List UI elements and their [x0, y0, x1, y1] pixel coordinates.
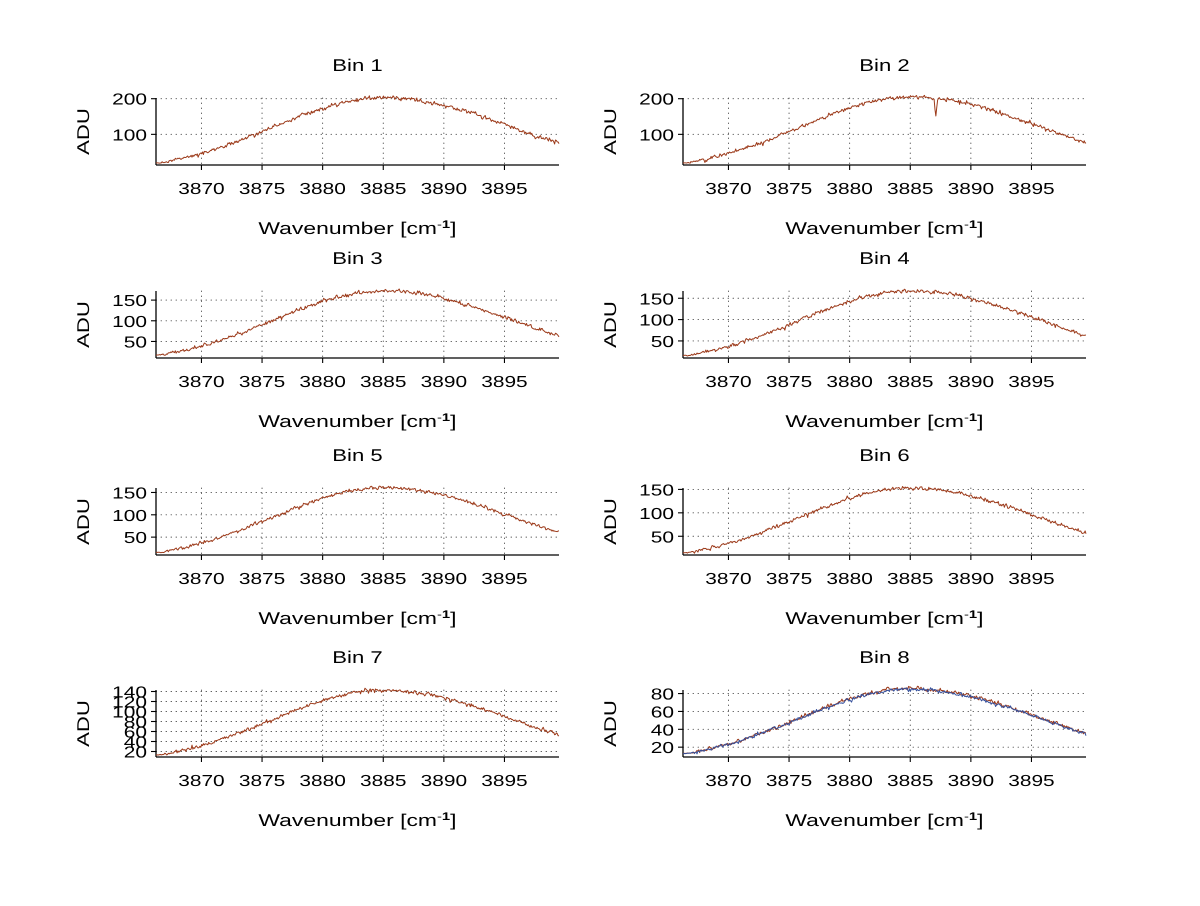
svg-text:3885: 3885: [360, 773, 407, 790]
svg-text:140: 140: [112, 685, 147, 702]
svg-text:ADU: ADU: [74, 108, 93, 155]
svg-text:3880: 3880: [299, 181, 346, 198]
svg-text:3870: 3870: [705, 374, 752, 391]
svg-text:100: 100: [112, 508, 147, 525]
svg-text:3870: 3870: [178, 181, 225, 198]
svg-text:3870: 3870: [178, 571, 225, 588]
svg-text:3890: 3890: [948, 571, 995, 588]
svg-text:Bin 1: Bin 1: [332, 56, 382, 75]
svg-text:Wavenumber [cm-1]: Wavenumber [cm -1]: [258, 609, 456, 628]
svg-text:3875: 3875: [239, 773, 286, 790]
svg-text:Bin 7: Bin 7: [332, 648, 382, 667]
svg-text:Wavenumber [cm-1]: Wavenumber [cm -1]: [258, 811, 456, 830]
svg-text:3875: 3875: [766, 374, 813, 391]
svg-text:3875: 3875: [239, 374, 286, 391]
svg-text:3885: 3885: [887, 571, 934, 588]
svg-text:100: 100: [112, 127, 147, 144]
svg-text:3895: 3895: [1008, 571, 1055, 588]
svg-text:60: 60: [651, 704, 674, 721]
svg-text:3885: 3885: [360, 571, 407, 588]
svg-text:Bin 2: Bin 2: [859, 56, 909, 75]
svg-text:3870: 3870: [705, 571, 752, 588]
svg-text:3885: 3885: [887, 181, 934, 198]
svg-text:3875: 3875: [239, 181, 286, 198]
svg-text:ADU: ADU: [74, 700, 93, 747]
svg-text:100: 100: [639, 313, 674, 330]
svg-text:3895: 3895: [481, 181, 528, 198]
svg-text:3890: 3890: [948, 374, 995, 391]
svg-text:20: 20: [651, 740, 674, 757]
svg-text:3880: 3880: [299, 571, 346, 588]
svg-text:Bin 6: Bin 6: [859, 446, 909, 465]
svg-text:ADU: ADU: [74, 498, 93, 545]
svg-text:3870: 3870: [178, 374, 225, 391]
svg-text:ADU: ADU: [601, 498, 620, 545]
svg-text:Wavenumber [cm-1]: Wavenumber [cm -1]: [258, 412, 456, 431]
svg-text:ADU: ADU: [74, 301, 93, 348]
svg-text:100: 100: [112, 314, 147, 331]
svg-text:3875: 3875: [766, 181, 813, 198]
svg-text:3890: 3890: [421, 773, 468, 790]
svg-text:Bin 3: Bin 3: [332, 249, 382, 268]
svg-text:3885: 3885: [887, 374, 934, 391]
svg-text:Bin 4: Bin 4: [859, 249, 909, 268]
svg-text:Bin 8: Bin 8: [859, 648, 909, 667]
svg-text:3880: 3880: [826, 571, 873, 588]
svg-text:3875: 3875: [766, 773, 813, 790]
svg-text:3895: 3895: [1008, 181, 1055, 198]
svg-text:50: 50: [124, 334, 147, 351]
svg-text:3880: 3880: [826, 181, 873, 198]
svg-text:3885: 3885: [887, 773, 934, 790]
svg-text:200: 200: [639, 92, 674, 109]
svg-text:3895: 3895: [481, 773, 528, 790]
svg-text:3880: 3880: [826, 773, 873, 790]
svg-text:3890: 3890: [421, 571, 468, 588]
svg-text:3880: 3880: [826, 374, 873, 391]
svg-text:3885: 3885: [360, 374, 407, 391]
svg-text:150: 150: [639, 291, 674, 308]
svg-text:3875: 3875: [766, 571, 813, 588]
svg-text:3870: 3870: [705, 181, 752, 198]
svg-text:Wavenumber [cm-1]: Wavenumber [cm -1]: [258, 219, 456, 238]
svg-text:3890: 3890: [421, 374, 468, 391]
svg-text:3895: 3895: [481, 571, 528, 588]
svg-text:3890: 3890: [421, 181, 468, 198]
svg-text:50: 50: [651, 529, 674, 546]
svg-text:3870: 3870: [705, 773, 752, 790]
svg-text:3885: 3885: [360, 181, 407, 198]
svg-text:3875: 3875: [239, 571, 286, 588]
svg-text:Wavenumber [cm-1]: Wavenumber [cm -1]: [785, 219, 983, 238]
svg-text:150: 150: [112, 293, 147, 310]
svg-text:200: 200: [112, 92, 147, 109]
svg-text:100: 100: [639, 127, 674, 144]
svg-text:3890: 3890: [948, 181, 995, 198]
svg-text:Bin 5: Bin 5: [332, 446, 382, 465]
svg-text:Wavenumber [cm-1]: Wavenumber [cm -1]: [785, 609, 983, 628]
svg-text:3870: 3870: [178, 773, 225, 790]
svg-text:3890: 3890: [948, 773, 995, 790]
svg-text:100: 100: [639, 506, 674, 523]
svg-text:ADU: ADU: [601, 108, 620, 155]
svg-text:40: 40: [651, 722, 674, 739]
svg-text:150: 150: [112, 485, 147, 502]
svg-text:50: 50: [651, 334, 674, 351]
svg-text:3895: 3895: [1008, 374, 1055, 391]
svg-text:3895: 3895: [1008, 773, 1055, 790]
svg-text:Wavenumber [cm-1]: Wavenumber [cm -1]: [785, 811, 983, 830]
svg-text:3880: 3880: [299, 773, 346, 790]
svg-text:Wavenumber [cm-1]: Wavenumber [cm -1]: [785, 412, 983, 431]
svg-text:3880: 3880: [299, 374, 346, 391]
svg-text:ADU: ADU: [601, 700, 620, 747]
svg-text:ADU: ADU: [601, 301, 620, 348]
svg-text:80: 80: [651, 687, 674, 704]
svg-text:50: 50: [124, 530, 147, 547]
svg-text:150: 150: [639, 482, 674, 499]
svg-text:3895: 3895: [481, 374, 528, 391]
